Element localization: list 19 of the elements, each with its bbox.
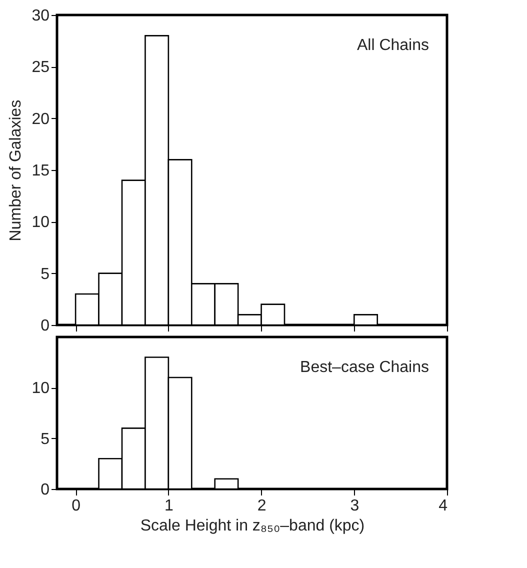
- y-tick-label: 20: [32, 110, 50, 128]
- x-tick-label: 4: [438, 498, 448, 514]
- y-tick-label: 15: [32, 162, 50, 180]
- y-tick-label: 0: [40, 482, 50, 498]
- y-tick-label: 5: [40, 430, 50, 448]
- x-tick-label: 2: [257, 498, 266, 514]
- y-axis-title: Number of Galaxies: [8, 100, 25, 242]
- annotation: All Chains: [356, 37, 429, 54]
- annotation: Best–case Chains: [300, 359, 429, 376]
- y-tick-label: 10: [32, 214, 50, 232]
- y-tick-label: 25: [32, 59, 50, 76]
- x-tick-label: 3: [350, 498, 360, 514]
- x-axis-title: Scale Height in z₈₅₀–band (kpc): [140, 518, 365, 534]
- x-tick-label: 1: [164, 498, 174, 514]
- y-tick-label: 30: [32, 8, 50, 24]
- y-tick-label: 10: [32, 380, 50, 398]
- y-tick-label: 0: [40, 318, 50, 334]
- y-tick-label: 5: [40, 266, 50, 283]
- x-tick-label: 0: [72, 498, 81, 514]
